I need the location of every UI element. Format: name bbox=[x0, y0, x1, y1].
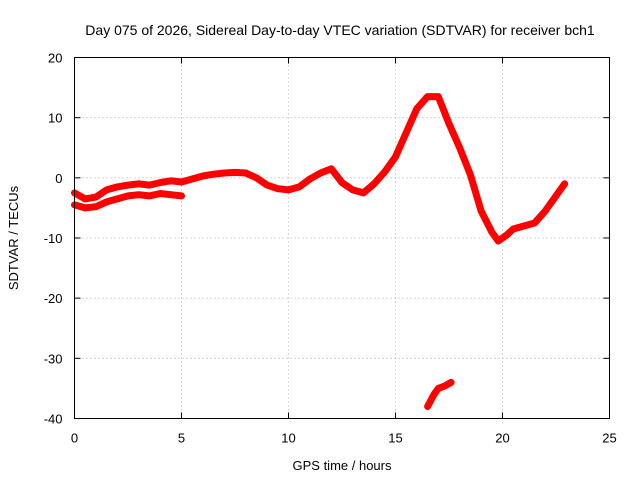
x-axis-label: GPS time / hours bbox=[293, 458, 392, 473]
x-tick-label: 0 bbox=[71, 431, 78, 446]
x-tick-label: 20 bbox=[495, 431, 509, 446]
y-tick-label: 10 bbox=[48, 111, 62, 126]
y-tick-label: 0 bbox=[55, 171, 62, 186]
y-tick-labels: -40 -30 -20 -10 0 10 20 bbox=[44, 51, 63, 427]
y-tick-label: -10 bbox=[44, 231, 63, 246]
y-tick-label: 20 bbox=[48, 51, 62, 66]
series-main bbox=[71, 93, 569, 245]
series-layer bbox=[71, 93, 569, 410]
y-tick-label: -40 bbox=[44, 412, 63, 427]
x-tick-label: 25 bbox=[602, 431, 616, 446]
y-tick-label: -20 bbox=[44, 291, 63, 306]
y-tick-label: -30 bbox=[44, 351, 63, 366]
series-isolated-segment bbox=[424, 378, 455, 410]
x-tick-label: 10 bbox=[281, 431, 295, 446]
grid bbox=[74, 57, 610, 419]
x-tick-label: 15 bbox=[388, 431, 402, 446]
series-lower-branch bbox=[71, 190, 185, 212]
axis-ticks bbox=[74, 57, 610, 419]
chart-title: Day 075 of 2026, Sidereal Day-to-day VTE… bbox=[85, 22, 595, 38]
x-tick-label: 5 bbox=[178, 431, 185, 446]
y-axis-label: SDTVAR / TECUs bbox=[6, 185, 21, 290]
x-tick-labels: 0 5 10 15 20 25 bbox=[71, 431, 617, 446]
